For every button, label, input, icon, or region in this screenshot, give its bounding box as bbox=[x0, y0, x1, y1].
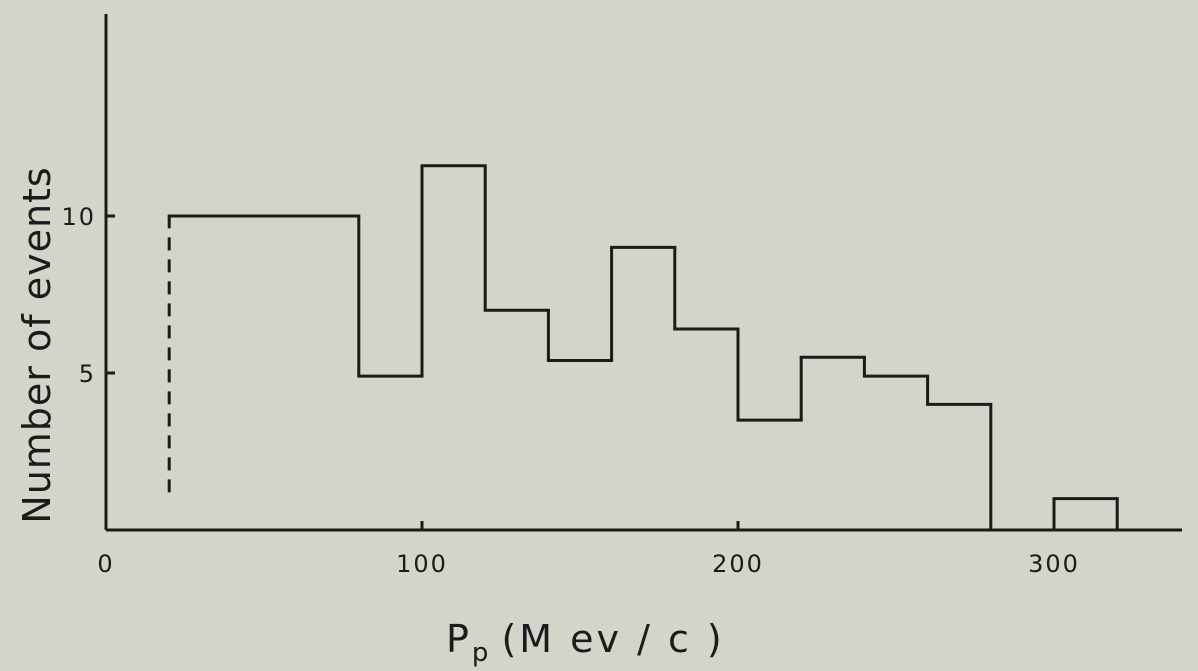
x-tick-label: 200 bbox=[712, 550, 764, 578]
y-tick-label: 10 bbox=[61, 203, 96, 231]
x-axis-label-units: (M ev / c ) bbox=[501, 617, 724, 661]
y-axis-label: Number of events bbox=[15, 166, 59, 523]
x-tick-label: 0 bbox=[97, 550, 114, 578]
x-tick-label: 100 bbox=[396, 550, 448, 578]
axis-ticks: 0 100 200 300 5 10 bbox=[61, 203, 1080, 578]
x-axis-label-symbol: P bbox=[446, 617, 472, 661]
x-tick-label: 300 bbox=[1028, 550, 1080, 578]
x-axis-label-subscript: p bbox=[472, 638, 492, 667]
histogram-bars bbox=[167, 164, 1119, 530]
x-axis-label: Pp (M ev / c ) bbox=[446, 617, 725, 667]
y-tick-label: 5 bbox=[79, 360, 96, 388]
